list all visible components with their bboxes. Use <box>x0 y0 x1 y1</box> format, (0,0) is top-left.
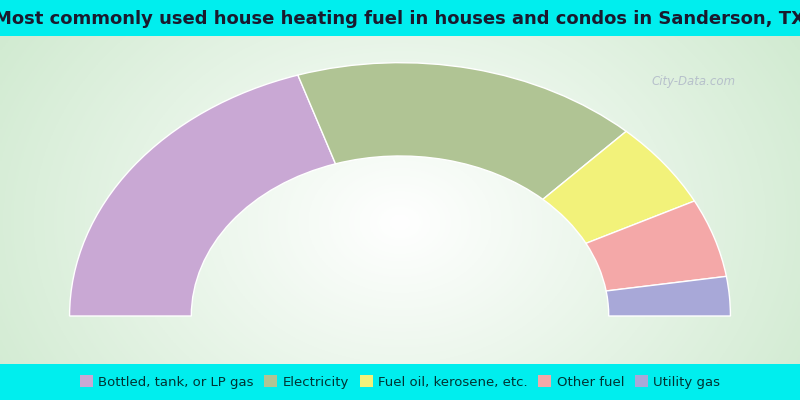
Text: Most commonly used house heating fuel in houses and condos in Sanderson, TX: Most commonly used house heating fuel in… <box>0 10 800 28</box>
Wedge shape <box>298 63 626 199</box>
Legend: Bottled, tank, or LP gas, Electricity, Fuel oil, kerosene, etc., Other fuel, Uti: Bottled, tank, or LP gas, Electricity, F… <box>74 370 726 394</box>
Text: City-Data.com: City-Data.com <box>652 75 736 88</box>
Wedge shape <box>543 131 694 243</box>
Wedge shape <box>606 276 730 316</box>
Wedge shape <box>586 201 726 291</box>
Wedge shape <box>70 75 335 316</box>
